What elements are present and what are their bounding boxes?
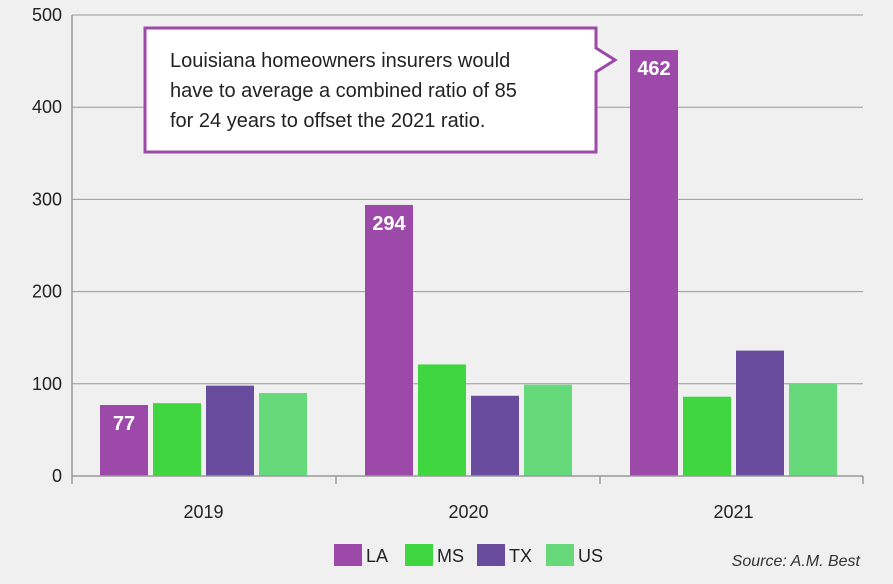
y-tick-label: 200 (32, 282, 62, 302)
legend-swatch-tx (477, 544, 505, 566)
bar-tx-2019 (206, 385, 254, 476)
source-note: Source: A.M. Best (732, 553, 861, 570)
legend-swatch-la (334, 544, 362, 566)
bar-tx-2020 (471, 395, 519, 476)
legend-label-tx: TX (509, 546, 532, 566)
y-tick-label: 400 (32, 97, 62, 117)
bar-ms-2021 (683, 396, 731, 476)
y-tick-label: 100 (32, 374, 62, 394)
bar-la-2020 (365, 204, 413, 476)
data-labels: 77 294 462 (113, 58, 671, 435)
legend-label-la: LA (366, 546, 388, 566)
bar-us-2019 (259, 393, 307, 476)
callout-line-3: for 24 years to offset the 2021 ratio. (170, 110, 485, 132)
x-axis (71, 15, 864, 484)
bar-ms-2020 (418, 364, 466, 476)
data-label: 77 (113, 413, 135, 435)
x-axis-category-labels: 2019 2020 2021 (183, 502, 753, 522)
y-tick-label: 300 (32, 189, 62, 209)
x-category-label: 2020 (448, 502, 488, 522)
x-category-label: 2019 (183, 502, 223, 522)
annotation-callout: Louisiana homeowners insurers would have… (143, 26, 618, 154)
legend-label-us: US (578, 546, 603, 566)
legend-label-ms: MS (437, 546, 464, 566)
bar-us-2020 (524, 384, 572, 476)
bar-us-2021 (789, 383, 837, 476)
bar-la-2019 (100, 405, 148, 476)
legend-swatch-ms (405, 544, 433, 566)
x-category-label: 2021 (713, 502, 753, 522)
y-tick-label: 500 (32, 5, 62, 25)
data-label: 294 (372, 213, 406, 235)
bar-tx-2021 (736, 350, 784, 476)
y-tick-label: 0 (52, 466, 62, 486)
callout-line-1: Louisiana homeowners insurers would (170, 50, 510, 72)
bar-ms-2019 (153, 403, 201, 476)
bars (100, 50, 837, 476)
legend-swatch-us (546, 544, 574, 566)
data-label: 462 (637, 58, 670, 80)
legend: LA MS TX US (334, 544, 603, 566)
callout-line-2: have to average a combined ratio of 85 (170, 80, 517, 102)
y-axis-tick-labels: 0 100 200 300 400 500 (32, 5, 62, 486)
callout-box (143, 26, 618, 154)
bar-la-2021 (630, 50, 678, 476)
